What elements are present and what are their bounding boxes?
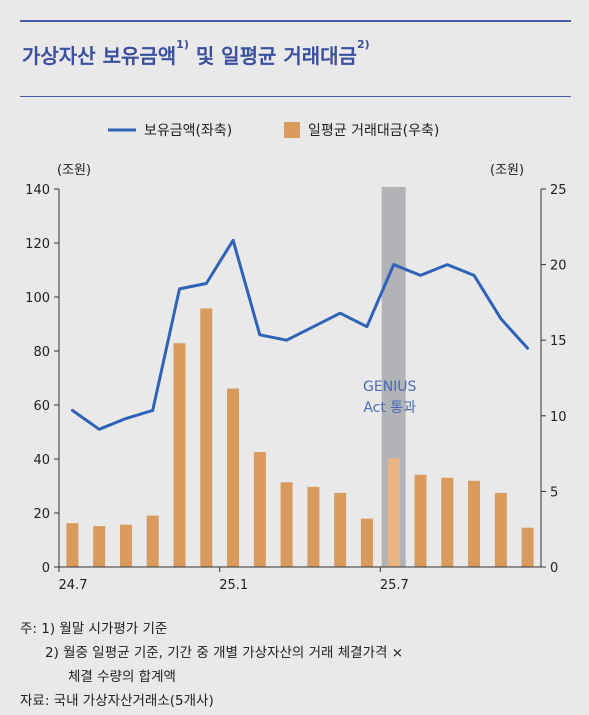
right-tick-label-15: 15 bbox=[550, 334, 567, 349]
footnotes: 주: 1) 월말 시가평가 기준 2) 월중 일평균 기준, 기간 중 개별 가… bbox=[20, 617, 403, 713]
right-tick-label-5: 5 bbox=[550, 485, 558, 500]
top-rule bbox=[20, 20, 571, 22]
left-tick-label-100: 100 bbox=[25, 291, 50, 306]
left-tick-label-0: 0 bbox=[42, 561, 50, 576]
highlight-label-line2: Act 통과 bbox=[363, 400, 416, 416]
bar-7 bbox=[253, 452, 266, 567]
bar-1 bbox=[93, 526, 106, 567]
right-axis-unit: (조원) bbox=[490, 163, 524, 178]
bar-10 bbox=[334, 492, 347, 567]
footnote-2: 2) 월중 일평균 기준, 기간 중 개별 가상자산의 거래 체결가격 × bbox=[45, 645, 404, 661]
bar-4 bbox=[173, 343, 186, 567]
title-mid: 및 일평균 거래대금 bbox=[188, 44, 357, 68]
highlight-label-line1: GENIUS bbox=[363, 379, 417, 395]
left-tick-label-40: 40 bbox=[33, 453, 50, 468]
bar-0 bbox=[66, 523, 79, 567]
legend-bar-label: 일평균 거래대금(우축) bbox=[308, 123, 439, 139]
right-tick-label-10: 10 bbox=[550, 410, 567, 425]
highlight-layer: GENIUS Act 통과 bbox=[363, 187, 417, 567]
bar-12 bbox=[387, 458, 400, 567]
bar-2 bbox=[119, 524, 132, 567]
legend: 보유금액(좌축) 일평균 거래대금(우축) bbox=[108, 122, 439, 139]
line-layer bbox=[70, 238, 530, 431]
holdings-line bbox=[70, 238, 530, 431]
legend-line-label: 보유금액(좌축) bbox=[144, 123, 232, 139]
bar-8 bbox=[280, 482, 293, 567]
left-tick-label-60: 60 bbox=[33, 399, 50, 414]
axes: (조원) (조원) 0 20 40 60 80 100 120 140 0 5 10 15 20 25 24.7… bbox=[25, 163, 566, 593]
bar-9 bbox=[307, 486, 320, 567]
x-tick-label-24.7: 24.7 bbox=[59, 578, 88, 593]
left-tick-label-140: 140 bbox=[25, 183, 50, 198]
bar-3 bbox=[146, 515, 159, 567]
left-tick-label-20: 20 bbox=[33, 507, 50, 522]
bar-16 bbox=[494, 492, 507, 567]
bar-6 bbox=[227, 388, 240, 567]
footnote-1: 주: 1) 월말 시가평가 기준 bbox=[20, 621, 168, 637]
x-tick-label-25.7: 25.7 bbox=[380, 578, 409, 593]
x-tick-label-25.1: 25.1 bbox=[219, 578, 248, 593]
right-tick-label-25: 25 bbox=[550, 183, 567, 198]
bar-14 bbox=[441, 477, 454, 567]
source-note: 자료: 국내 가상자산거래소(5개사) bbox=[20, 693, 214, 709]
left-tick-label-80: 80 bbox=[33, 345, 50, 360]
right-tick-label-20: 20 bbox=[550, 259, 567, 274]
title-main: 가상자산 보유금액 bbox=[22, 44, 177, 68]
left-axis-unit: (조원) bbox=[57, 163, 91, 178]
bar-13 bbox=[414, 474, 427, 567]
bar-15 bbox=[468, 480, 481, 567]
left-tick-label-120: 120 bbox=[25, 237, 50, 252]
bar-5 bbox=[200, 308, 213, 567]
chart-title: 가상자산 보유금액1) 및 일평균 거래대금2) bbox=[22, 38, 370, 69]
title-footnote-2: 2) bbox=[356, 38, 370, 51]
title-footnote-1: 1) bbox=[176, 38, 189, 51]
legend-bar-swatch bbox=[284, 122, 300, 138]
title-rule bbox=[20, 96, 571, 97]
right-tick-label-0: 0 bbox=[550, 561, 558, 576]
bar-11 bbox=[360, 518, 373, 567]
bars bbox=[66, 308, 534, 567]
bar-17 bbox=[521, 527, 534, 567]
footnote-2-cont: 체결 수량의 합계액 bbox=[68, 669, 176, 685]
